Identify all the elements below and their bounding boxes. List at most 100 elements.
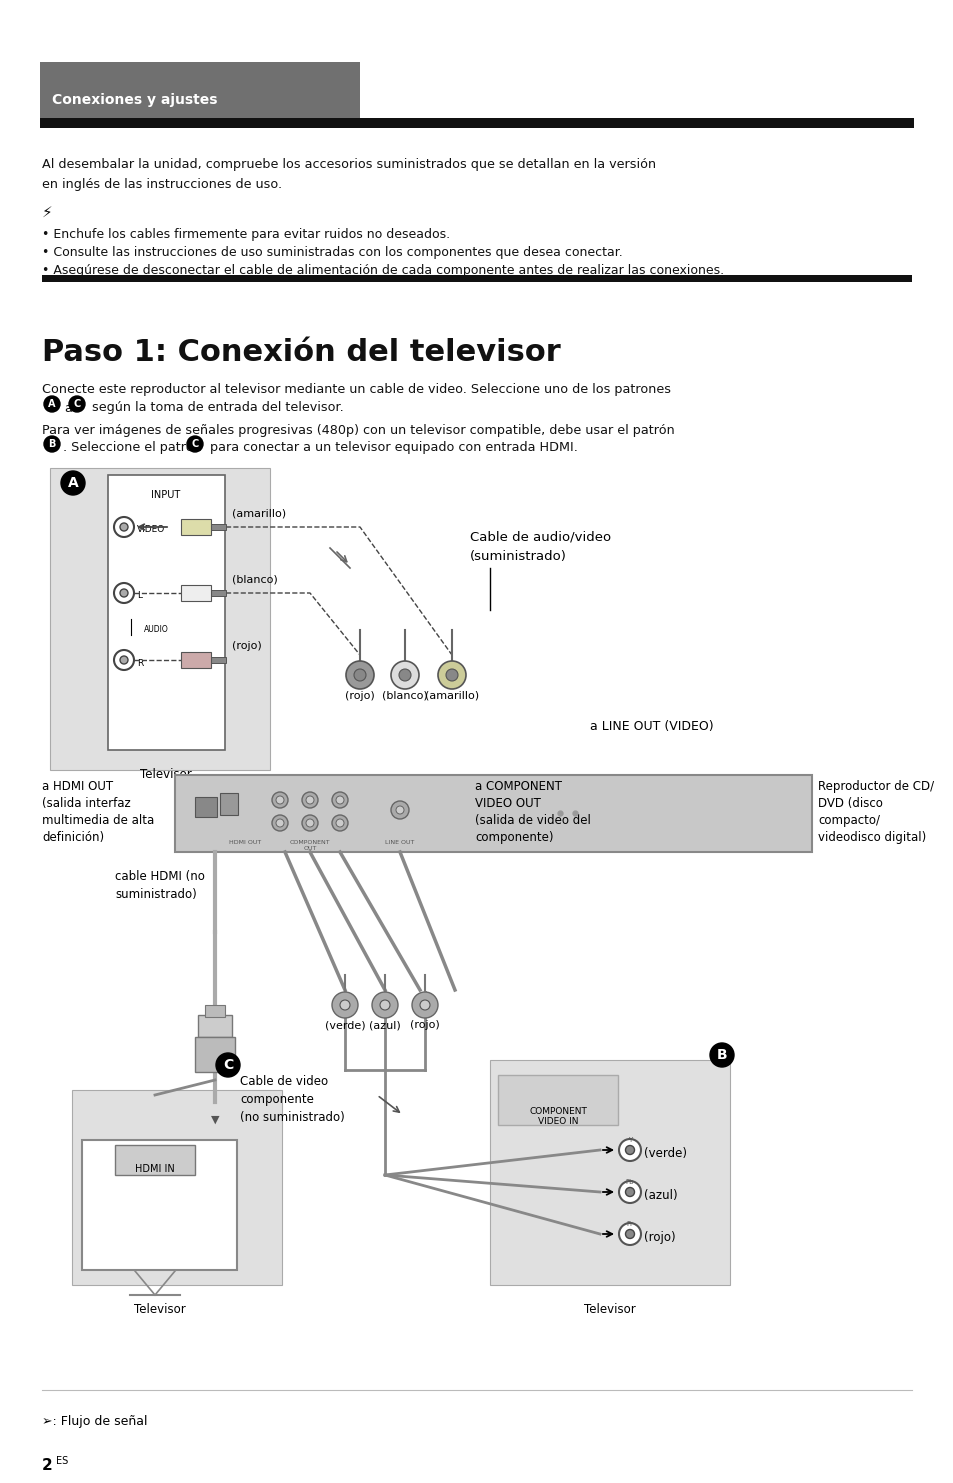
Text: AUDIO: AUDIO	[144, 626, 169, 635]
Bar	[108, 475, 225, 750]
Bar	[205, 1005, 225, 1017]
Text: HDMI OUT: HDMI OUT	[229, 839, 261, 845]
Circle shape	[709, 1043, 733, 1066]
Circle shape	[332, 792, 348, 808]
Text: INPUT: INPUT	[152, 489, 180, 500]
Circle shape	[332, 816, 348, 830]
Circle shape	[419, 1000, 430, 1010]
Circle shape	[391, 801, 409, 819]
Text: 2: 2	[42, 1458, 52, 1473]
Bar	[181, 653, 211, 667]
Circle shape	[346, 661, 374, 690]
Circle shape	[335, 796, 344, 804]
Bar	[211, 590, 226, 596]
Text: Televisor: Televisor	[134, 1304, 186, 1315]
Text: Conexiones y ajustes: Conexiones y ajustes	[52, 93, 217, 107]
Text: Televisor: Televisor	[140, 768, 192, 782]
Text: HDMI IN: HDMI IN	[135, 1164, 174, 1175]
Circle shape	[120, 655, 128, 664]
Text: Cable de video: Cable de video	[240, 1075, 328, 1089]
Circle shape	[618, 1223, 640, 1246]
Text: a LINE OUT (VIDEO): a LINE OUT (VIDEO)	[589, 721, 713, 733]
Text: (salida de video del: (salida de video del	[475, 814, 590, 828]
Text: Al desembalar la unidad, compruebe los accesorios suministrados que se detallan : Al desembalar la unidad, compruebe los a…	[42, 159, 656, 171]
Text: videodisco digital): videodisco digital)	[817, 830, 925, 844]
Text: suministrado): suministrado)	[115, 888, 196, 902]
Bar	[174, 776, 811, 853]
Text: cable HDMI (no: cable HDMI (no	[115, 871, 205, 882]
Text: A: A	[68, 476, 78, 489]
Text: (rojo): (rojo)	[410, 1020, 439, 1031]
Text: Cable de audio/video: Cable de audio/video	[470, 529, 611, 543]
Circle shape	[625, 1229, 634, 1238]
Text: (amarillo): (amarillo)	[232, 509, 286, 519]
Circle shape	[120, 523, 128, 531]
Text: R: R	[137, 658, 143, 667]
Text: Conecte este reproductor al televisor mediante un cable de video. Seleccione uno: Conecte este reproductor al televisor me…	[42, 383, 670, 396]
Text: Reproductor de CD/: Reproductor de CD/	[817, 780, 933, 793]
Text: (salida interfaz: (salida interfaz	[42, 796, 131, 810]
Text: VIDEO OUT: VIDEO OUT	[475, 796, 540, 810]
Circle shape	[379, 1000, 390, 1010]
Circle shape	[339, 1000, 350, 1010]
Text: (verde): (verde)	[643, 1148, 686, 1161]
Circle shape	[354, 669, 366, 681]
Text: Televisor: Televisor	[583, 1304, 636, 1315]
Text: • Consulte las instrucciones de uso suministradas con los componentes que desea : • Consulte las instrucciones de uso sumi…	[42, 246, 622, 260]
Text: según la toma de entrada del televisor.: según la toma de entrada del televisor.	[88, 402, 343, 415]
Circle shape	[395, 805, 403, 814]
Text: . Seleccione el patrón: . Seleccione el patrón	[63, 442, 206, 454]
Circle shape	[335, 819, 344, 828]
Circle shape	[272, 792, 288, 808]
Circle shape	[69, 396, 85, 412]
Bar	[71, 1090, 282, 1284]
Text: COMPONENT
OUT: COMPONENT OUT	[290, 839, 330, 851]
Text: Y: Y	[627, 1137, 632, 1143]
Text: COMPONENT
VIDEO IN: COMPONENT VIDEO IN	[529, 1106, 586, 1127]
Circle shape	[306, 796, 314, 804]
Circle shape	[275, 796, 284, 804]
Text: LINE OUT: LINE OUT	[385, 839, 415, 845]
Text: (azul): (azul)	[643, 1189, 677, 1203]
Text: A: A	[49, 399, 55, 409]
Circle shape	[412, 992, 437, 1017]
Circle shape	[187, 436, 203, 452]
Text: Pb: Pb	[625, 1179, 634, 1185]
Circle shape	[113, 583, 133, 604]
Text: (suministrado): (suministrado)	[470, 550, 566, 564]
Text: C: C	[73, 399, 81, 409]
Circle shape	[113, 650, 133, 670]
Text: L: L	[137, 592, 142, 601]
Bar	[198, 1014, 232, 1037]
Bar	[181, 519, 211, 535]
Circle shape	[618, 1139, 640, 1161]
Text: Pr: Pr	[626, 1221, 633, 1226]
Text: (blanco): (blanco)	[232, 575, 277, 584]
Bar	[211, 523, 226, 529]
Text: • Asegúrese de desconectar el cable de alimentación de cada componente antes de : • Asegúrese de desconectar el cable de a…	[42, 264, 723, 277]
Text: a COMPONENT: a COMPONENT	[475, 780, 561, 793]
Bar	[220, 793, 237, 816]
Text: en inglés de las instrucciones de uso.: en inglés de las instrucciones de uso.	[42, 178, 282, 191]
Text: (rojo): (rojo)	[345, 691, 375, 701]
Circle shape	[61, 472, 85, 495]
Bar	[497, 1075, 618, 1126]
Bar	[194, 1037, 234, 1072]
Text: componente: componente	[240, 1093, 314, 1106]
Bar	[194, 796, 216, 817]
Bar	[50, 469, 270, 770]
Text: definición): definición)	[42, 830, 104, 844]
Text: (no suministrado): (no suministrado)	[240, 1111, 344, 1124]
Text: (verde): (verde)	[324, 1020, 365, 1031]
Circle shape	[275, 819, 284, 828]
Text: para conectar a un televisor equipado con entrada HDMI.: para conectar a un televisor equipado co…	[206, 442, 578, 454]
Circle shape	[446, 669, 457, 681]
Circle shape	[44, 396, 60, 412]
Circle shape	[618, 1180, 640, 1203]
Bar	[42, 274, 911, 282]
Circle shape	[302, 816, 317, 830]
Text: DVD (disco: DVD (disco	[817, 796, 882, 810]
Bar	[82, 1140, 236, 1269]
Circle shape	[215, 1053, 240, 1077]
Bar	[490, 1060, 729, 1284]
